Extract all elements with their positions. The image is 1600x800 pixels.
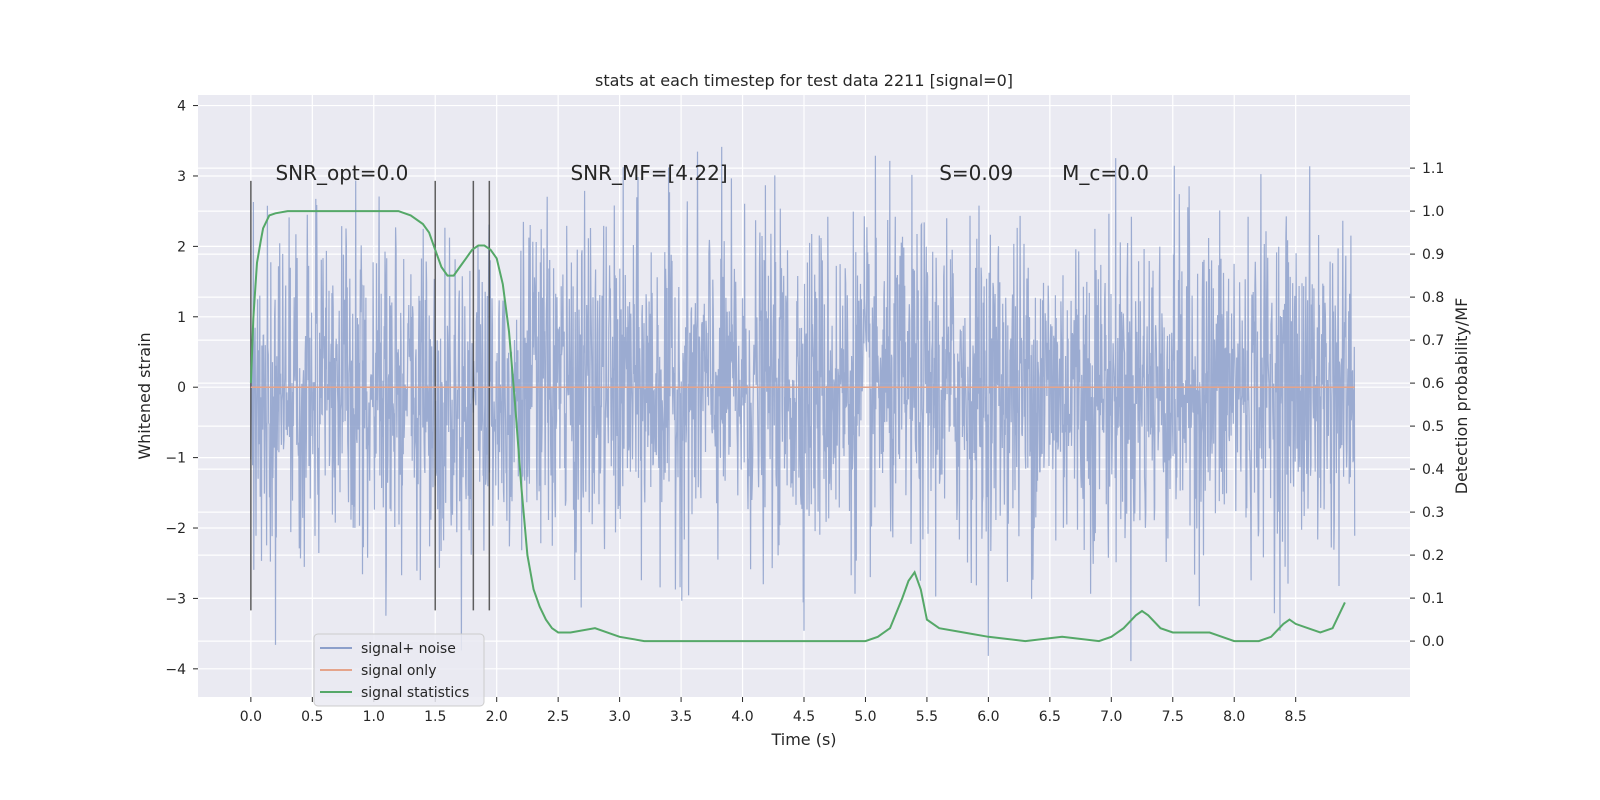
x-tick-label: 2.5: [547, 709, 569, 725]
annotation-0: SNR_opt=0.0: [275, 161, 408, 185]
y2-tick-label: 0.0: [1422, 634, 1444, 650]
y2-tick-label: 0.8: [1422, 290, 1444, 306]
series-lines: [249, 210, 1355, 643]
x-tick-label: 3.5: [670, 709, 692, 725]
y2-tick-label: 0.5: [1422, 419, 1444, 435]
x-tick-label: 1.5: [424, 709, 446, 725]
y-tick-label: −3: [165, 591, 186, 607]
x-tick-label: 3.0: [608, 709, 630, 725]
legend-box: [313, 633, 485, 707]
y-tick-label: 4: [177, 99, 186, 115]
x-tick-label: 7.5: [1162, 709, 1184, 725]
annotation-1: SNR_MF=[4.22]: [570, 161, 727, 185]
y2-tick-label: 0.7: [1422, 333, 1444, 349]
x-tick-label: 8.0: [1223, 709, 1245, 725]
x-axis-ticks: 0.0 0.5 1.0 1.5 2.0 2.5 3.0 3.5 4.0 4.5 5.0 5.5 6.0 6…: [240, 697, 1307, 725]
y2-tick-label: 1.1: [1422, 161, 1444, 177]
y2-axis-ticks: 1.1 1.0 0.9 0.8 0.7 0.6 0.5 0.4 0.3 0.2 0.1 0.0: [1410, 161, 1444, 650]
y2-tick-label: 0.6: [1422, 376, 1444, 392]
x-tick-label: 6.0: [977, 709, 999, 725]
y2-tick-label: 0.1: [1422, 591, 1444, 607]
x-tick-label: 5.0: [854, 709, 876, 725]
y-tick-label: −4: [165, 662, 186, 678]
y2-tick-label: 0.9: [1422, 247, 1444, 263]
x-tick-label: 0.0: [240, 709, 262, 725]
annotation-2: S=0.09: [939, 161, 1013, 185]
legend-label-1: signal only: [361, 663, 436, 679]
x-tick-label: 5.5: [916, 709, 938, 725]
y2-axis-label: Detection probability/MF: [1452, 298, 1471, 495]
x-tick-label: 2.0: [486, 709, 508, 725]
x-tick-label: 8.5: [1285, 709, 1307, 725]
y-axis-label: Whitened strain: [135, 332, 154, 459]
legend-label-0: signal+ noise: [361, 641, 456, 657]
y-tick-label: −1: [165, 451, 186, 467]
x-axis-label: Time (s): [770, 730, 836, 749]
x-tick-label: 4.5: [793, 709, 815, 725]
y2-tick-label: 0.3: [1422, 505, 1444, 521]
chart-title: stats at each timestep for test data 221…: [595, 71, 1013, 90]
annotation-3: M_c=0.0: [1062, 161, 1149, 185]
signal-statistics-line: [249, 210, 1346, 643]
legend-label-2: signal statistics: [361, 685, 469, 701]
x-tick-label: 6.5: [1039, 709, 1061, 725]
legend: signal+ noise signal only signal statistic…: [313, 633, 485, 707]
y-axis-ticks: 4 3 2 1 0 −1 −2 −3 −4: [165, 99, 198, 678]
x-tick-label: 0.5: [301, 709, 323, 725]
y2-tick-label: 1.0: [1422, 204, 1444, 220]
annotations: SNR_opt=0.0 SNR_MF=[4.22] S=0.09 M_c=0.0: [275, 161, 1149, 185]
y-tick-label: 3: [177, 169, 186, 185]
y-tick-label: 1: [177, 310, 186, 326]
y2-tick-label: 0.2: [1422, 548, 1444, 564]
x-tick-label: 1.0: [363, 709, 385, 725]
y-tick-label: 0: [177, 380, 186, 396]
x-tick-label: 7.0: [1100, 709, 1122, 725]
y-tick-label: −2: [165, 521, 186, 537]
marker-lines: [250, 180, 491, 611]
x-tick-label: 4.0: [731, 709, 753, 725]
y2-tick-label: 0.4: [1422, 462, 1444, 478]
y-tick-label: 2: [177, 239, 186, 255]
